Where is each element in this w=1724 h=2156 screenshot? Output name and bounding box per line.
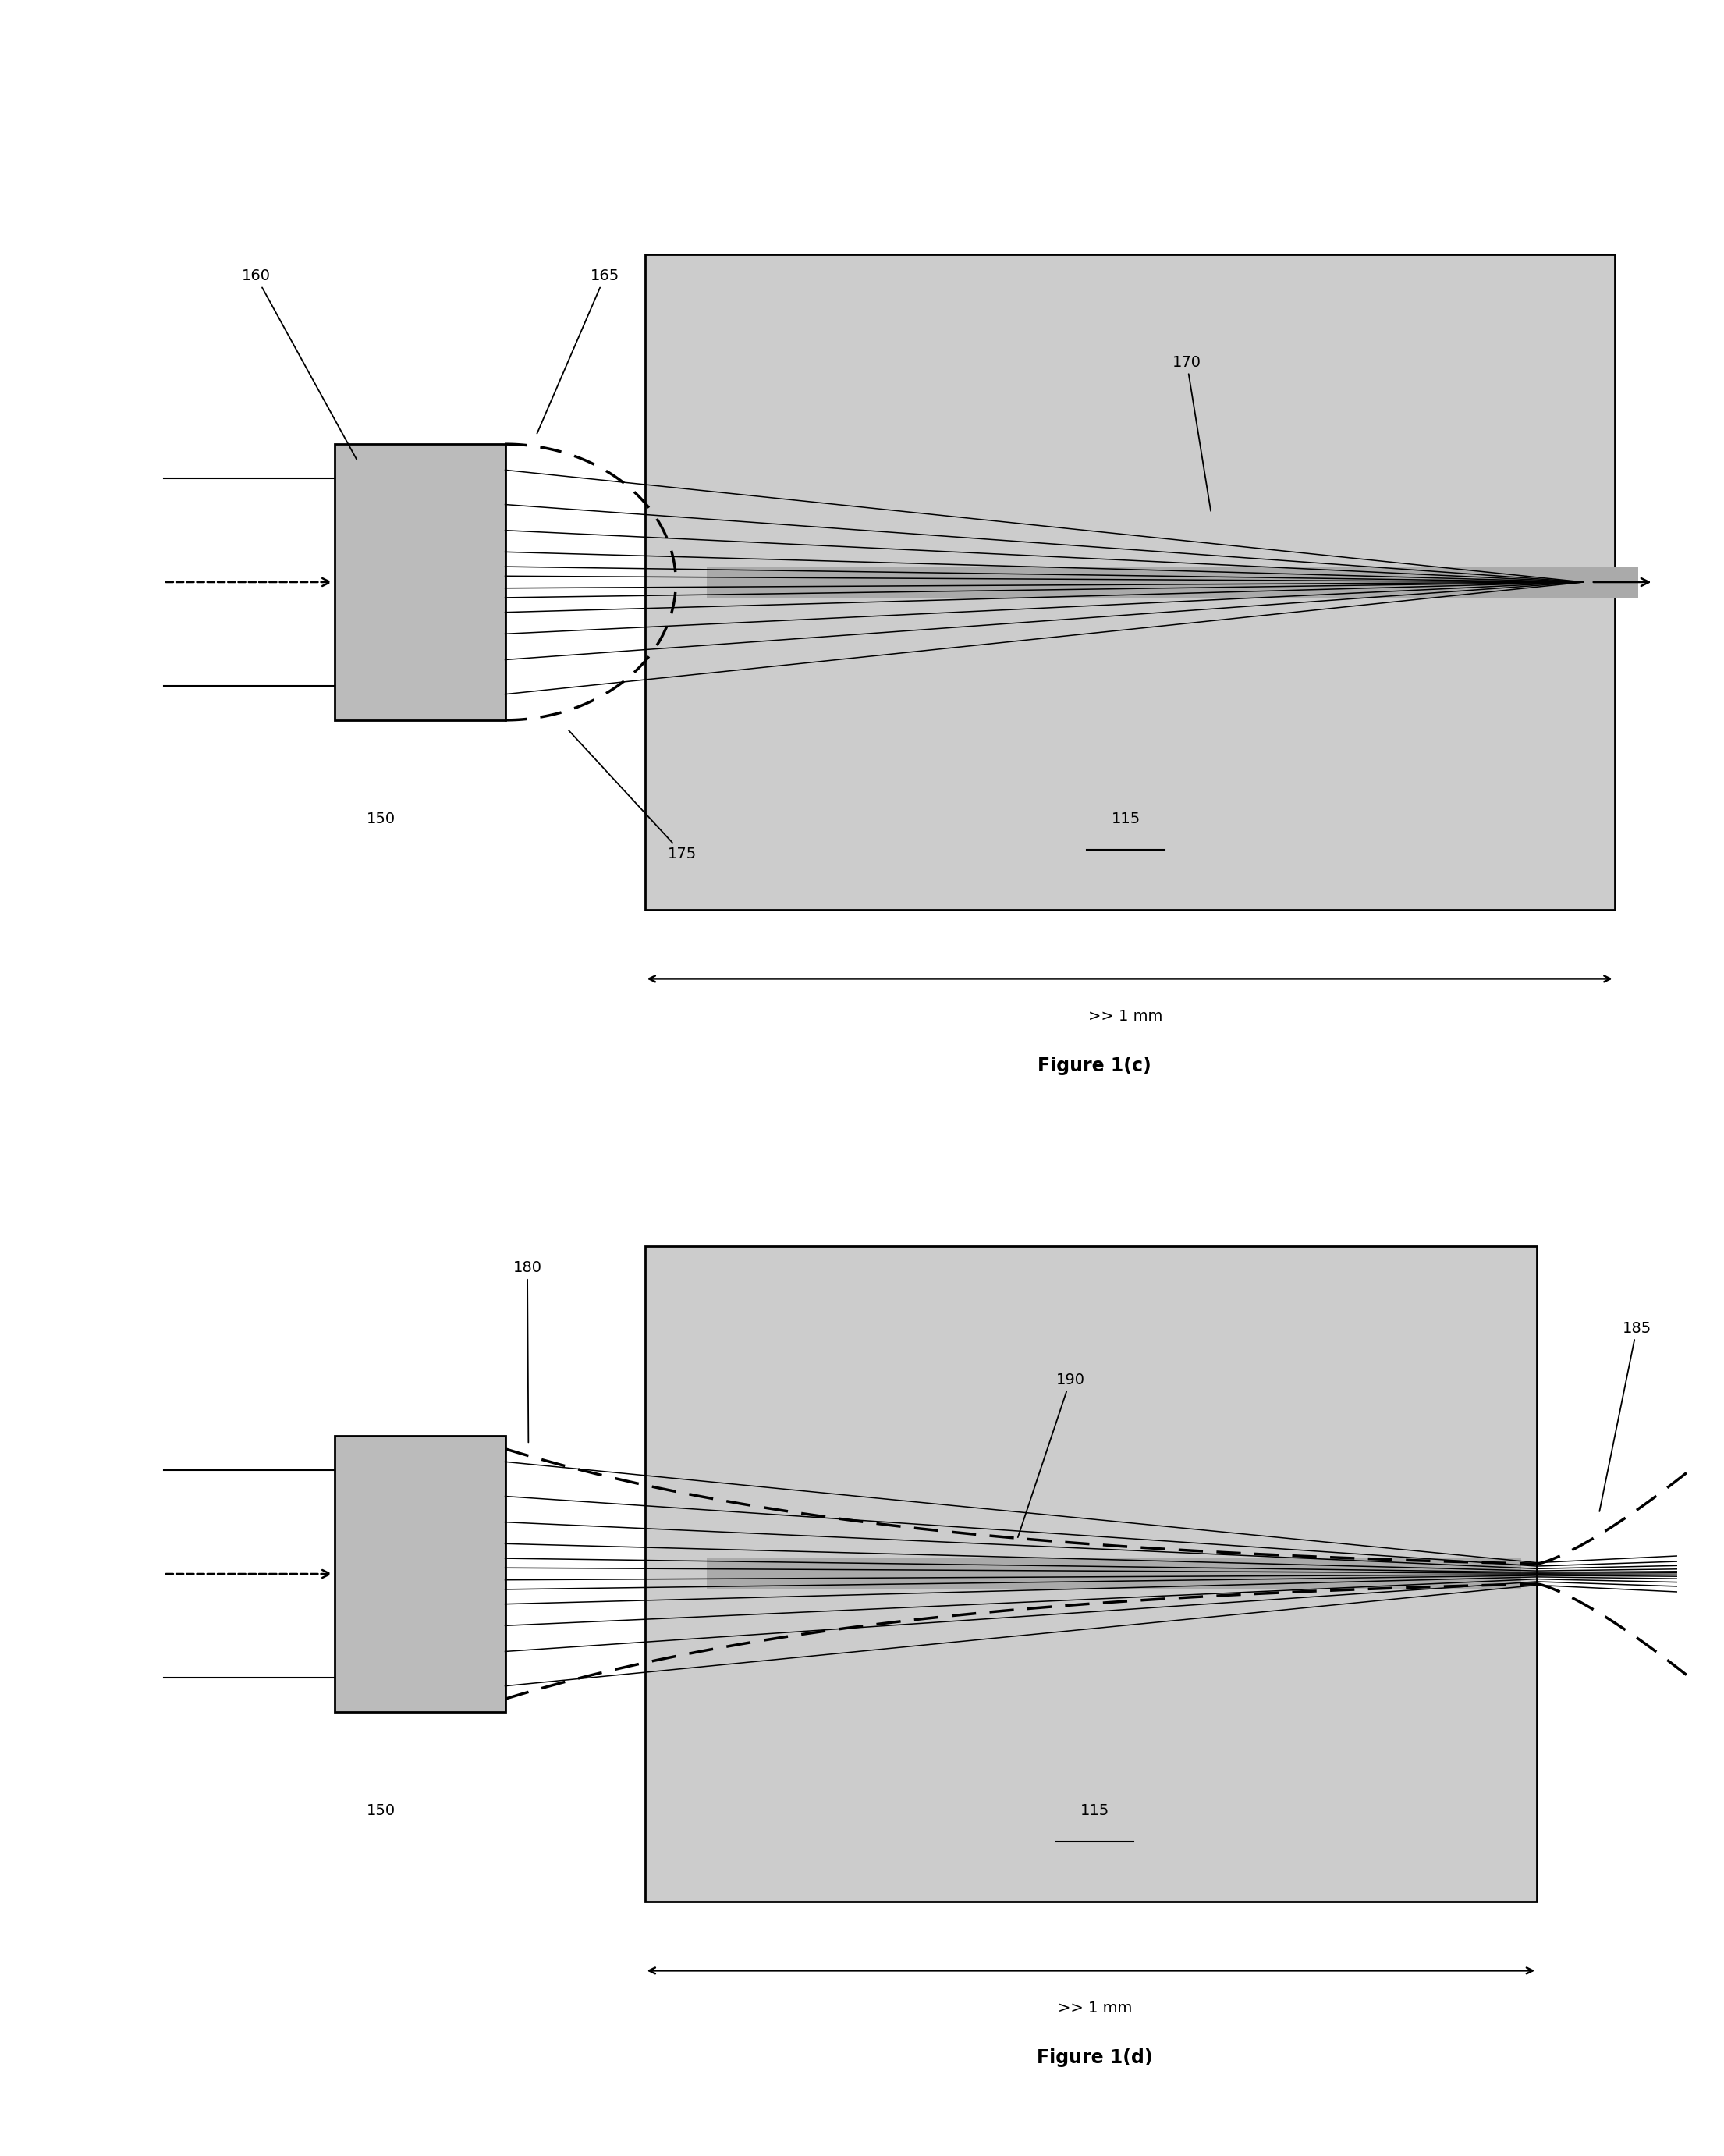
Text: 190: 190 xyxy=(1017,1373,1084,1537)
Text: 115: 115 xyxy=(1112,813,1140,826)
Text: Figure 1(c): Figure 1(c) xyxy=(1038,1056,1152,1076)
Text: 180: 180 xyxy=(514,1261,541,1442)
Bar xyxy=(645,254,1614,910)
Bar xyxy=(334,444,505,720)
Text: 115: 115 xyxy=(1081,1805,1109,1818)
Text: 185: 185 xyxy=(1600,1322,1652,1511)
Bar xyxy=(707,567,1724,597)
Text: 165: 165 xyxy=(536,270,619,433)
Text: >> 1 mm: >> 1 mm xyxy=(1088,1009,1164,1024)
Text: >> 1 mm: >> 1 mm xyxy=(1057,2001,1133,2016)
Text: Figure 1(d): Figure 1(d) xyxy=(1036,2048,1153,2068)
Text: 170: 170 xyxy=(1172,356,1210,511)
Text: 160: 160 xyxy=(241,270,357,459)
Text: 150: 150 xyxy=(367,813,395,826)
Text: 175: 175 xyxy=(569,731,696,860)
Bar xyxy=(707,1559,1522,1589)
Bar xyxy=(645,1246,1538,1902)
Bar xyxy=(334,1436,505,1712)
Text: 150: 150 xyxy=(367,1805,395,1818)
